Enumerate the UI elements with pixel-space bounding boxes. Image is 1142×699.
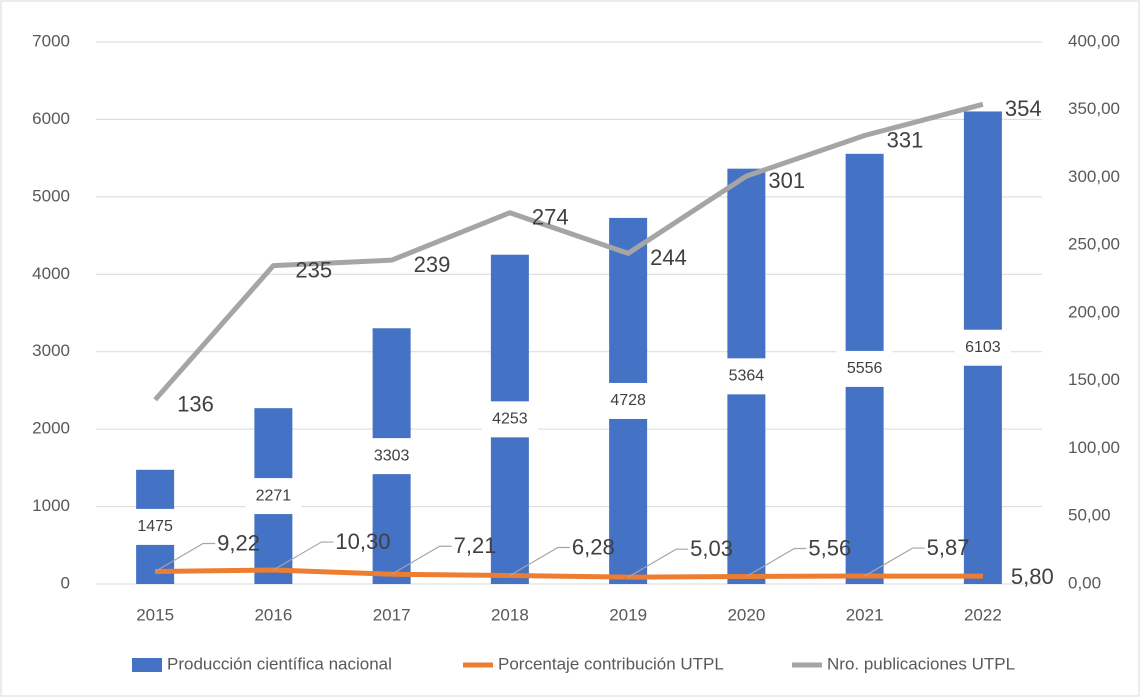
y2-tick-label: 350,00 <box>1068 99 1120 118</box>
y2-tick-label: 50,00 <box>1068 506 1111 525</box>
y-tick-label: 0 <box>61 573 70 592</box>
leader-line <box>746 547 807 577</box>
data-label: 5556 <box>847 360 883 377</box>
y2-tick-label: 100,00 <box>1068 438 1120 457</box>
data-label: 235 <box>295 257 332 282</box>
x-tick-label: 2019 <box>609 605 647 624</box>
x-tick-label: 2015 <box>136 605 174 624</box>
data-label: 354 <box>1005 96 1042 121</box>
leader-line <box>391 545 452 575</box>
data-label-box <box>245 478 302 515</box>
data-label-box <box>836 350 893 387</box>
x-tick-label: 2018 <box>491 605 529 624</box>
leader-line <box>864 547 925 577</box>
y2-tick-label: 0,00 <box>1068 573 1101 592</box>
data-label: 274 <box>532 205 569 230</box>
data-label: 10,30 <box>335 529 390 554</box>
y-tick-label: 3000 <box>32 341 70 360</box>
y2-tick-label: 200,00 <box>1068 302 1120 321</box>
y-tick-label: 7000 <box>32 31 70 50</box>
data-label: 5,87 <box>927 535 970 560</box>
leader-line <box>154 542 216 573</box>
y-tick-label: 2000 <box>32 419 70 438</box>
data-label: 239 <box>414 252 451 277</box>
y2-tick-label: 250,00 <box>1068 235 1120 254</box>
data-label: 5,03 <box>690 536 733 561</box>
data-label: 244 <box>650 245 687 270</box>
legend-swatch <box>132 658 162 672</box>
x-tick-label: 2021 <box>846 605 884 624</box>
data-label: 6,28 <box>572 534 615 559</box>
data-label: 4728 <box>610 392 646 409</box>
data-label: 5,80 <box>1011 564 1054 589</box>
data-label: 7,21 <box>454 533 497 558</box>
x-tick-label: 2022 <box>964 605 1002 624</box>
y2-tick-label: 150,00 <box>1068 370 1120 389</box>
data-label: 6103 <box>965 339 1001 356</box>
data-label: 9,22 <box>217 530 260 555</box>
leader-line <box>627 548 689 578</box>
data-label: 4253 <box>492 411 528 428</box>
data-label: 5,56 <box>808 535 851 560</box>
y-tick-label: 5000 <box>32 186 70 205</box>
data-label: 2271 <box>256 487 292 504</box>
data-label: 3303 <box>374 447 410 464</box>
x-tick-label: 2017 <box>373 605 411 624</box>
y-tick-label: 4000 <box>32 264 70 283</box>
line <box>155 567 983 580</box>
data-label-box <box>481 401 538 438</box>
data-label-box <box>954 329 1011 366</box>
data-label: 331 <box>887 127 924 152</box>
line <box>153 101 984 402</box>
y2-tick-label: 400,00 <box>1068 31 1120 50</box>
data-label: 301 <box>768 168 805 193</box>
data-label-box <box>600 382 657 419</box>
y-tick-label: 6000 <box>32 109 70 128</box>
legend-label: Porcentaje contribución UTPL <box>498 654 724 673</box>
data-label: 1475 <box>137 518 173 535</box>
x-tick-label: 2016 <box>254 605 292 624</box>
data-label: 136 <box>177 392 214 417</box>
legend-label: Producción científica nacional <box>167 654 392 673</box>
data-label-box <box>127 508 184 545</box>
data-label-box <box>718 358 775 395</box>
leader-line <box>273 541 334 571</box>
y-tick-label: 1000 <box>32 496 70 515</box>
leader-line <box>509 546 570 577</box>
data-label-box <box>363 438 420 475</box>
data-label: 5364 <box>729 368 765 385</box>
y2-tick-label: 300,00 <box>1068 167 1120 186</box>
x-tick-label: 2020 <box>727 605 765 624</box>
legend-label: Nro. publicaciones UTPL <box>827 654 1015 673</box>
